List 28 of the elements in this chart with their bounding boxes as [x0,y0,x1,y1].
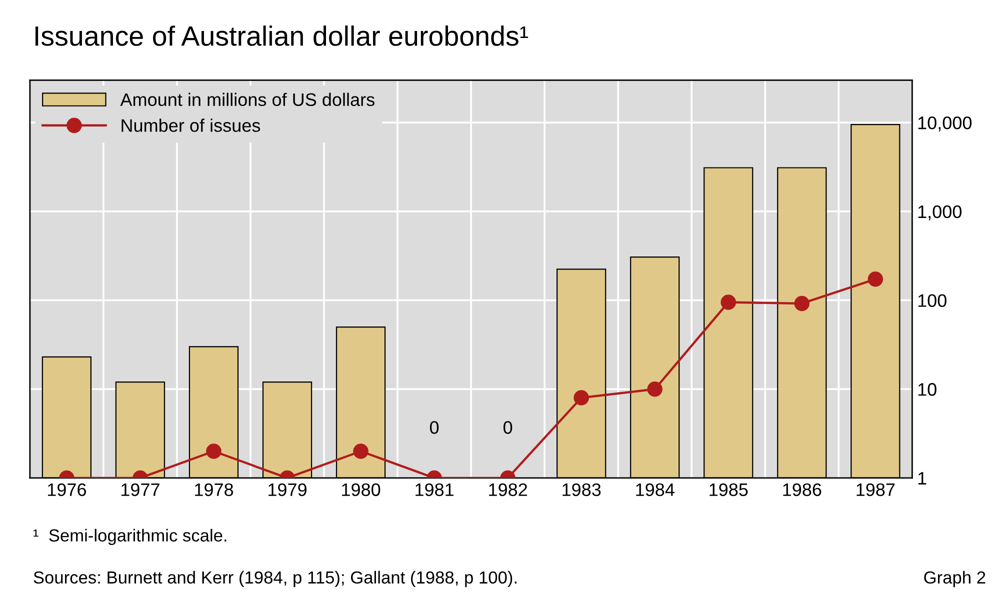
legend-label: Amount in millions of US dollars [120,92,374,106]
x-tick-label: 1982 [489,483,527,496]
text: 0 [430,421,439,434]
legend-label: Number of issues [122,118,260,132]
point [794,296,810,312]
x-tick-label: 1984 [636,483,674,496]
y-tick-label: 10 [918,383,936,396]
text: 0 [504,421,512,434]
y-tick-label: 1,000 [918,205,962,220]
y-tick-label: 10,000 [918,116,972,132]
x-tick-label: 1978 [195,483,234,496]
x-tick-label: 1987 [856,483,895,496]
x-tick-label: 1983 [562,483,601,496]
x-tick-label: 1986 [783,483,822,496]
x-tick-label: 1981 [416,483,454,496]
point [720,294,736,310]
x-tick-label: 1977 [122,483,160,496]
x-tick-label: 1979 [268,483,306,496]
source-note: Sources: Burnett and Kerr (1984, p 115); Gallant (1988, p 100). [34,570,516,588]
x-tick-label: 1976 [48,483,86,496]
caption: Graph 2 [924,570,986,588]
text: ¹ Semi-logarithmic scale. [34,528,226,546]
x-tick-label: 1985 [710,483,748,496]
chart-title: Issuance of Australian dollar eurobonds¹ [36,26,528,46]
x-tick-label: 1980 [342,483,380,496]
y-tick-label: 1 [918,472,926,485]
point [868,271,884,287]
y-tick-label: 100 [918,294,946,307]
